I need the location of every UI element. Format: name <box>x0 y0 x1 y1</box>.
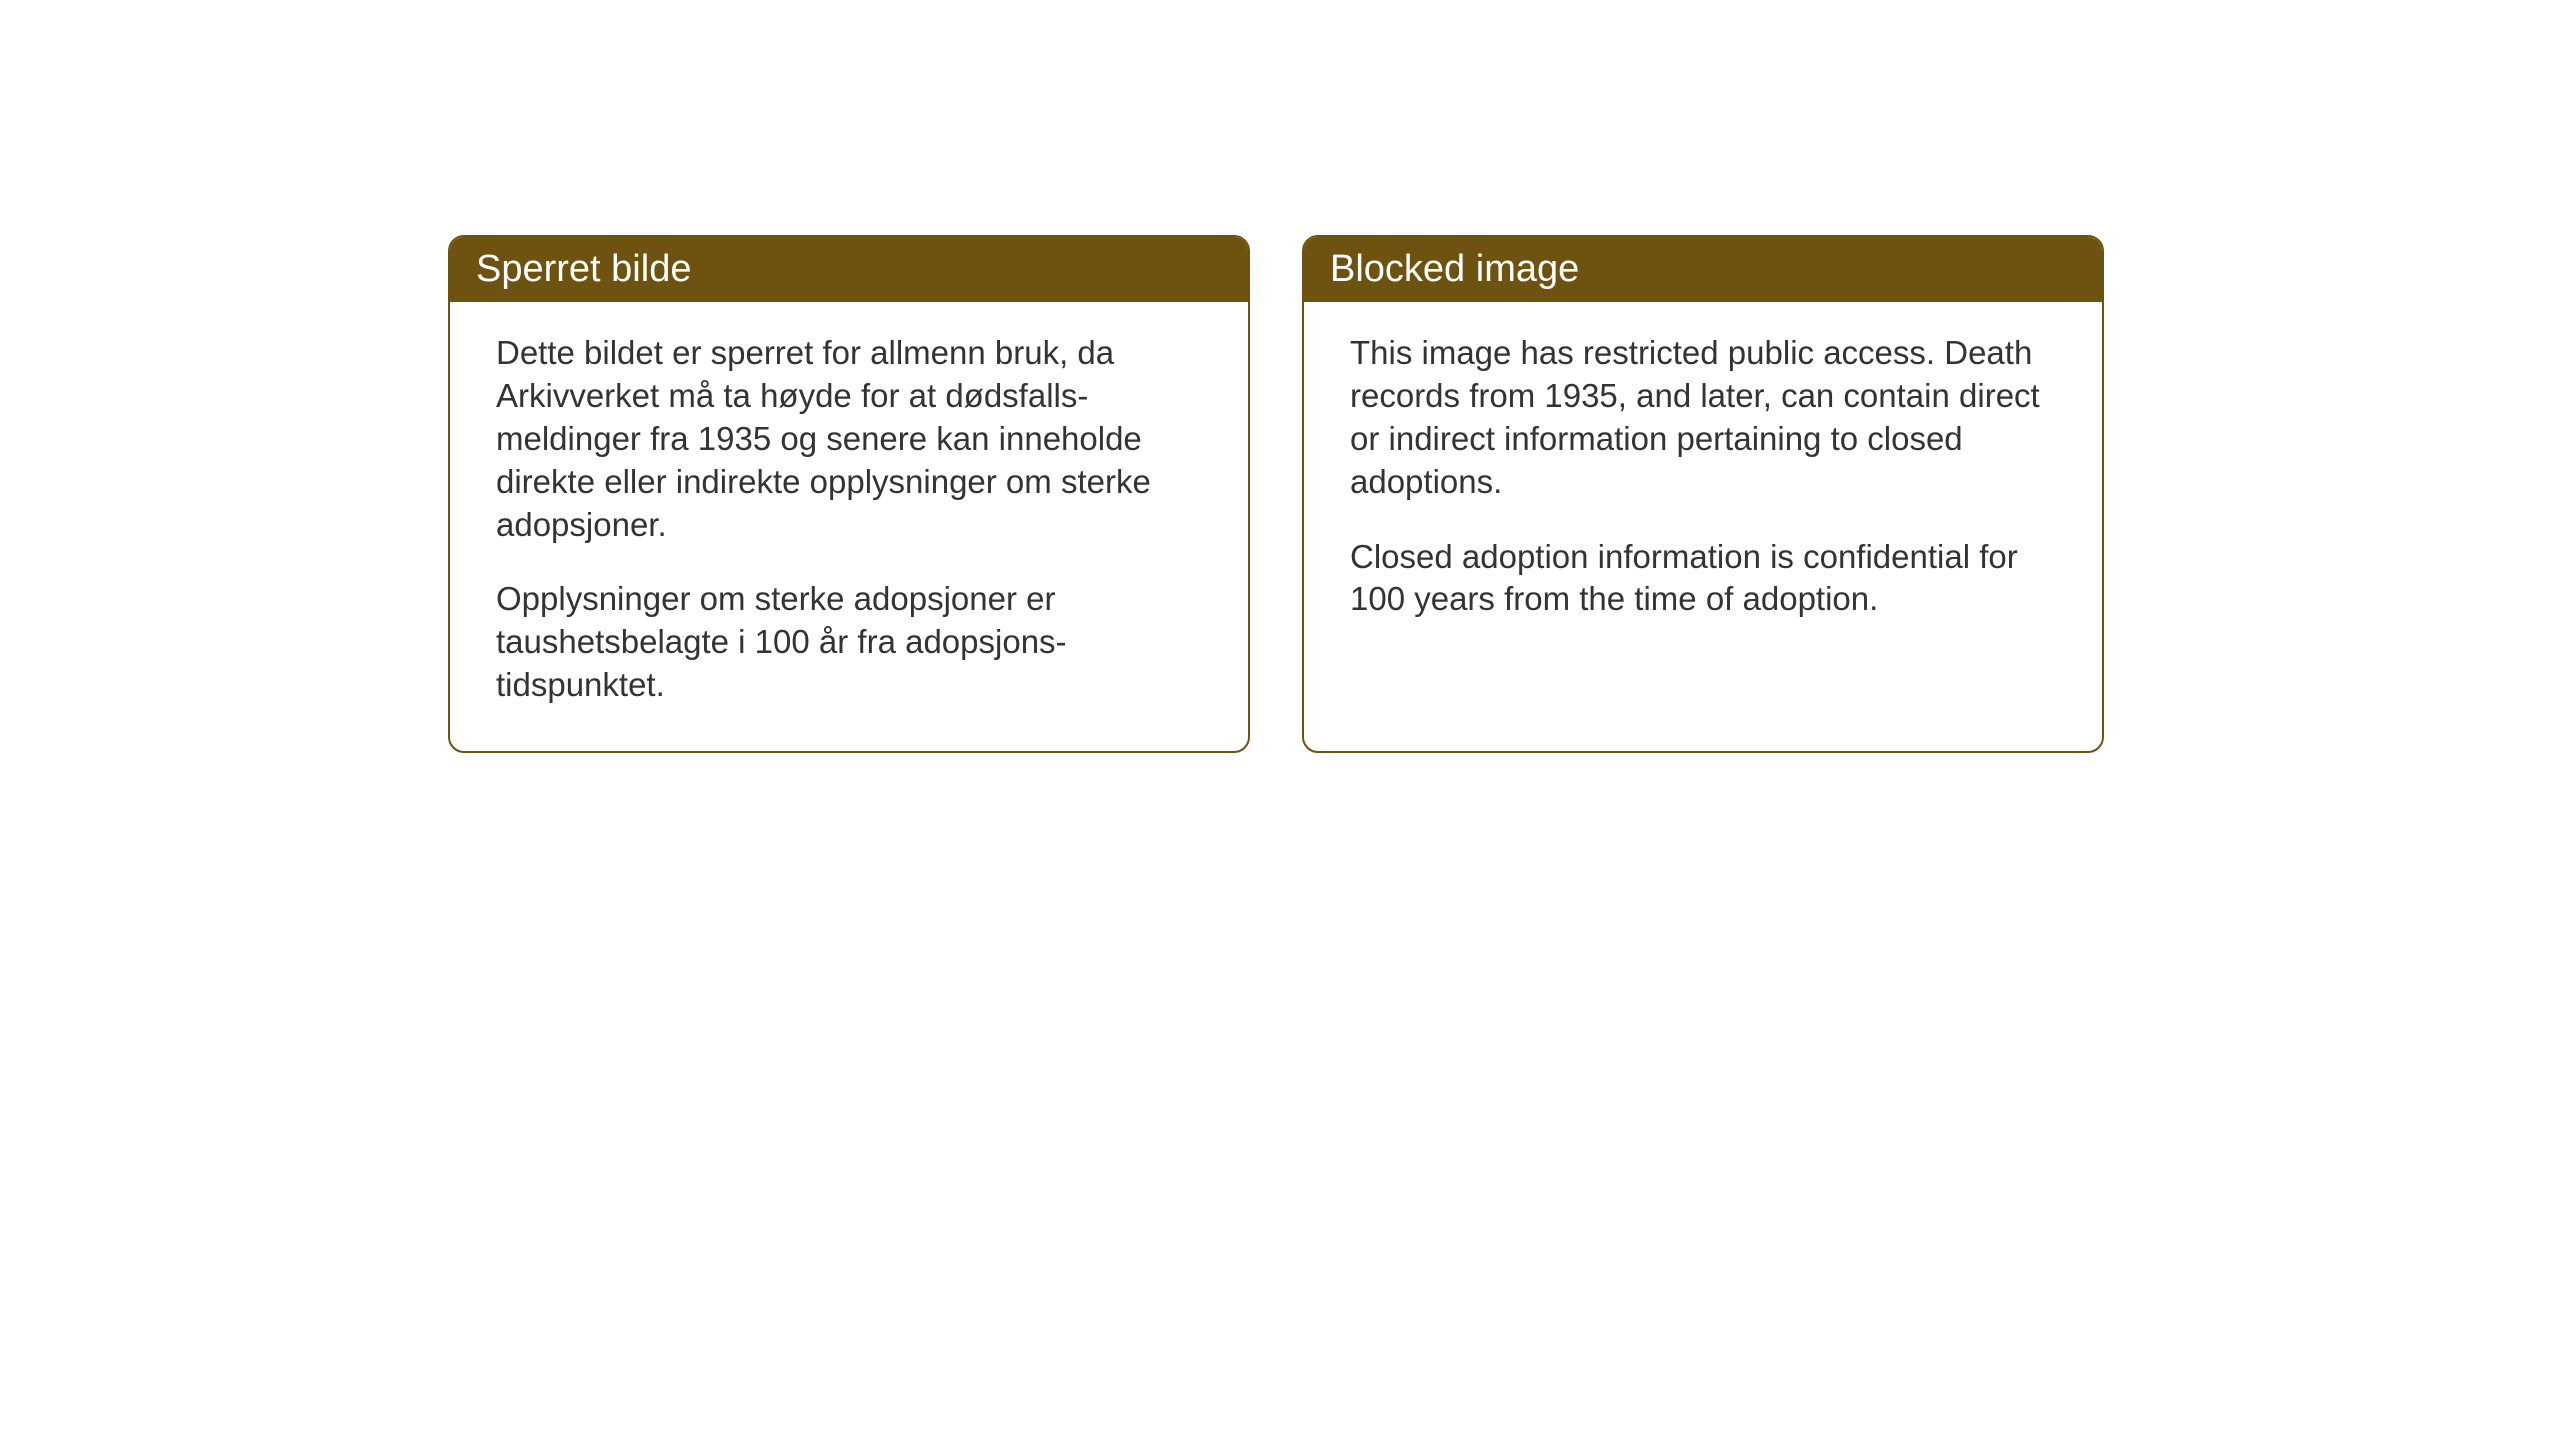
notice-paragraph-2-norwegian: Opplysninger om sterke adopsjoner er tau… <box>496 578 1202 707</box>
notice-body-norwegian: Dette bildet er sperret for allmenn bruk… <box>450 302 1248 751</box>
notice-title-norwegian: Sperret bilde <box>476 248 691 290</box>
notice-paragraph-1-norwegian: Dette bildet er sperret for allmenn bruk… <box>496 332 1202 546</box>
notice-header-norwegian: Sperret bilde <box>450 237 1248 302</box>
notice-paragraph-1-english: This image has restricted public access.… <box>1350 332 2056 504</box>
notice-body-english: This image has restricted public access.… <box>1304 302 2102 665</box>
notice-box-english: Blocked image This image has restricted … <box>1302 235 2104 753</box>
notice-header-english: Blocked image <box>1304 237 2102 302</box>
notice-paragraph-2-english: Closed adoption information is confident… <box>1350 536 2056 622</box>
notices-container: Sperret bilde Dette bildet er sperret fo… <box>448 235 2104 753</box>
notice-box-norwegian: Sperret bilde Dette bildet er sperret fo… <box>448 235 1250 753</box>
notice-title-english: Blocked image <box>1330 248 1579 290</box>
